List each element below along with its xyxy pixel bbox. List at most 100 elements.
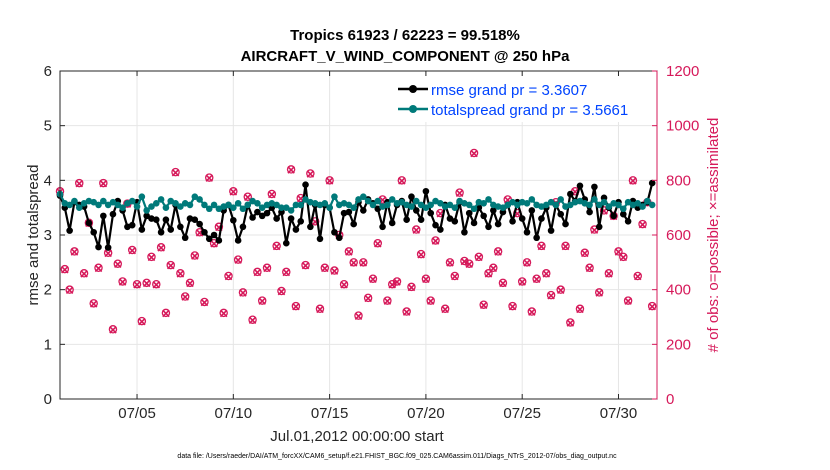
series-point-rmse: [490, 207, 497, 214]
series-point-rmse: [331, 228, 338, 236]
series-point-rmse: [360, 207, 367, 214]
series-point-totalspread: [258, 204, 266, 211]
series-point-rmse: [162, 216, 170, 223]
obs-assimilated-marker: [268, 190, 276, 199]
obs-possible-marker: [373, 238, 383, 248]
obs-possible-marker: [383, 296, 392, 305]
obs-assimilated-marker: [99, 179, 108, 188]
obs-assimilated-marker: [561, 242, 570, 251]
series-point-rmse: [177, 223, 184, 231]
series-point-rmse: [576, 182, 584, 190]
obs-possible-marker: [142, 278, 151, 288]
series-point-rmse: [95, 243, 102, 251]
obs-assimilated-marker: [451, 272, 459, 281]
obs-assimilated-marker: [417, 250, 425, 259]
obs-possible-marker: [407, 282, 416, 292]
series-point-rmse: [282, 239, 290, 247]
series-point-rmse: [143, 212, 150, 220]
obs-assimilated-marker: [239, 289, 247, 297]
obs-assimilated-marker: [528, 308, 536, 316]
obs-possible-marker: [460, 256, 469, 266]
obs-assimilated-marker: [282, 268, 291, 277]
series-point-totalspread: [557, 196, 565, 203]
obs-possible-marker: [609, 211, 618, 221]
obs-assimilated-marker: [345, 248, 353, 256]
obs-possible-marker: [248, 315, 257, 324]
obs-assimilated-marker: [648, 302, 656, 311]
series-point-rmse: [509, 218, 516, 225]
series-point-totalspread: [648, 201, 656, 209]
series-point-rmse: [451, 218, 459, 225]
series-point-totalspread: [374, 197, 382, 205]
obs-possible-marker: [224, 271, 233, 281]
series-point-rmse: [345, 208, 353, 216]
obs-assimilated-marker: [186, 279, 194, 288]
obs-assimilated-marker: [248, 316, 257, 325]
obs-assimilated-marker: [133, 280, 141, 289]
chart-subtitle: AIRCRAFT_V_WIND_COMPONENT @ 250 hPa: [241, 48, 571, 65]
obs-assimilated-marker: [89, 300, 98, 308]
obs-possible-marker: [94, 263, 103, 273]
obs-assimilated-marker: [369, 275, 377, 284]
obs-possible-marker: [65, 285, 74, 294]
series-point-totalspread: [302, 196, 309, 203]
series-point-totalspread: [210, 201, 218, 209]
obs-assimilated-marker: [446, 259, 454, 267]
obs-possible-marker: [537, 241, 546, 251]
obs-assimilated-marker: [518, 278, 526, 286]
series-point-rmse: [523, 228, 531, 236]
series-point-totalspread: [90, 198, 98, 206]
series-point-rmse: [648, 179, 656, 187]
y-tick-label: 3: [44, 227, 52, 244]
obs-possible-marker: [339, 279, 349, 289]
y-tick-label: 5: [44, 118, 52, 135]
x-tick-label: 07/15: [311, 405, 349, 422]
series-point-totalspread: [162, 204, 170, 211]
series-point-rmse: [494, 220, 502, 228]
series-point-rmse: [128, 221, 136, 229]
series-point-rmse: [167, 226, 175, 233]
series-point-rmse: [379, 223, 386, 231]
obs-possible-marker: [566, 318, 575, 327]
series-point-totalspread: [408, 203, 415, 210]
obs-assimilated-marker: [234, 256, 242, 264]
series-point-totalspread: [100, 197, 107, 205]
series-point-rmse: [533, 234, 540, 242]
series-point-rmse: [591, 183, 598, 191]
obs-possible-marker: [118, 277, 127, 286]
series-point-rmse: [446, 215, 454, 222]
y-tick-label: 2: [44, 282, 52, 299]
series-point-rmse: [157, 228, 165, 236]
obs-possible-marker: [132, 279, 142, 289]
obs-assimilated-marker: [200, 298, 209, 307]
obs-possible-marker: [60, 264, 70, 274]
obs-assimilated-marker: [75, 179, 84, 188]
series-point-rmse: [619, 210, 627, 218]
series-point-rmse: [201, 228, 208, 236]
obs-assimilated-marker: [118, 278, 127, 286]
series-point-totalspread: [364, 197, 372, 205]
obs-assimilated-marker: [61, 265, 69, 274]
series-point-totalspread: [119, 204, 126, 211]
series-point-rmse: [230, 216, 237, 224]
series-point-totalspread: [230, 204, 237, 211]
obs-possible-marker: [320, 263, 330, 273]
obs-assimilated-marker: [494, 248, 502, 256]
footnote: data file: /Users/raeder/DAI/ATM_forcXX/…: [177, 453, 617, 460]
series-point-totalspread: [128, 197, 136, 205]
series-point-totalspread: [273, 201, 280, 209]
series-point-rmse: [239, 223, 247, 231]
obs-possible-marker: [474, 252, 484, 262]
obs-possible-marker: [402, 307, 411, 316]
obs-assimilated-marker: [65, 286, 74, 294]
series-point-rmse: [567, 190, 574, 198]
obs-possible-marker: [166, 260, 175, 270]
chart-title: Tropics 61923 / 62223 = 99.518%: [290, 27, 520, 44]
series-point-totalspread: [331, 193, 338, 201]
obs-possible-marker: [108, 325, 118, 334]
series-point-totalspread: [552, 201, 560, 209]
obs-possible-marker: [527, 307, 537, 316]
obs-possible-marker: [243, 192, 253, 201]
x-tick-label: 07/05: [118, 405, 156, 422]
obs-possible-marker: [325, 176, 334, 185]
